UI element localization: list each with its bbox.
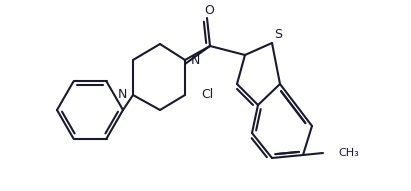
Text: Cl: Cl: [201, 88, 213, 101]
Text: N: N: [118, 88, 127, 101]
Text: N: N: [191, 53, 201, 66]
Text: O: O: [204, 5, 214, 18]
Text: CH₃: CH₃: [338, 148, 359, 158]
Text: S: S: [274, 28, 282, 41]
